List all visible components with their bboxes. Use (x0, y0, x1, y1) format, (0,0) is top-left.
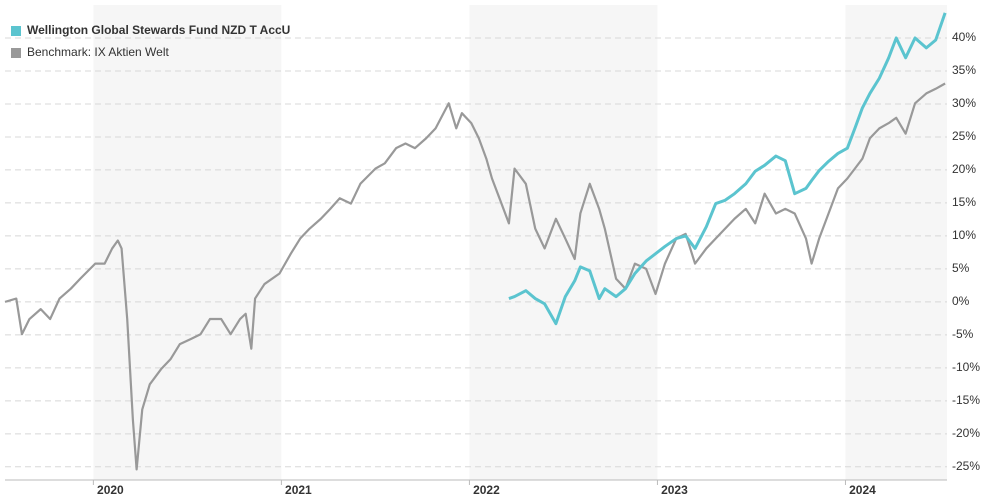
series-line (4, 82, 946, 471)
series-line (508, 12, 947, 326)
legend-label: Wellington Global Stewards Fund NZD T Ac… (27, 23, 290, 37)
y-tick-label: 15% (952, 195, 976, 209)
legend-swatch (11, 48, 21, 58)
legend-label: Benchmark: IX Aktien Welt (27, 45, 170, 59)
y-tick-label: 25% (952, 129, 976, 143)
y-tick-label: -25% (952, 459, 980, 473)
x-tick-label: 2023 (661, 483, 688, 497)
y-tick-label: 0% (952, 294, 970, 308)
x-tick-label: 2020 (97, 483, 124, 497)
x-tick-label: 2022 (473, 483, 500, 497)
y-tick-label: 5% (952, 261, 970, 275)
year-band (845, 5, 947, 480)
legend-swatch (11, 26, 21, 36)
x-tick-label: 2021 (285, 483, 312, 497)
y-tick-label: 35% (952, 63, 976, 77)
x-tick-label: 2024 (849, 483, 876, 497)
y-tick-label: 20% (952, 162, 976, 176)
y-tick-label: -5% (952, 327, 974, 341)
year-band (93, 5, 282, 480)
y-tick-label: -20% (952, 426, 980, 440)
y-tick-label: 10% (952, 228, 976, 242)
y-tick-label: -10% (952, 360, 980, 374)
y-tick-label: 30% (952, 96, 976, 110)
y-tick-label: 40% (952, 30, 976, 44)
year-band (469, 5, 658, 480)
y-tick-label: -15% (952, 393, 980, 407)
